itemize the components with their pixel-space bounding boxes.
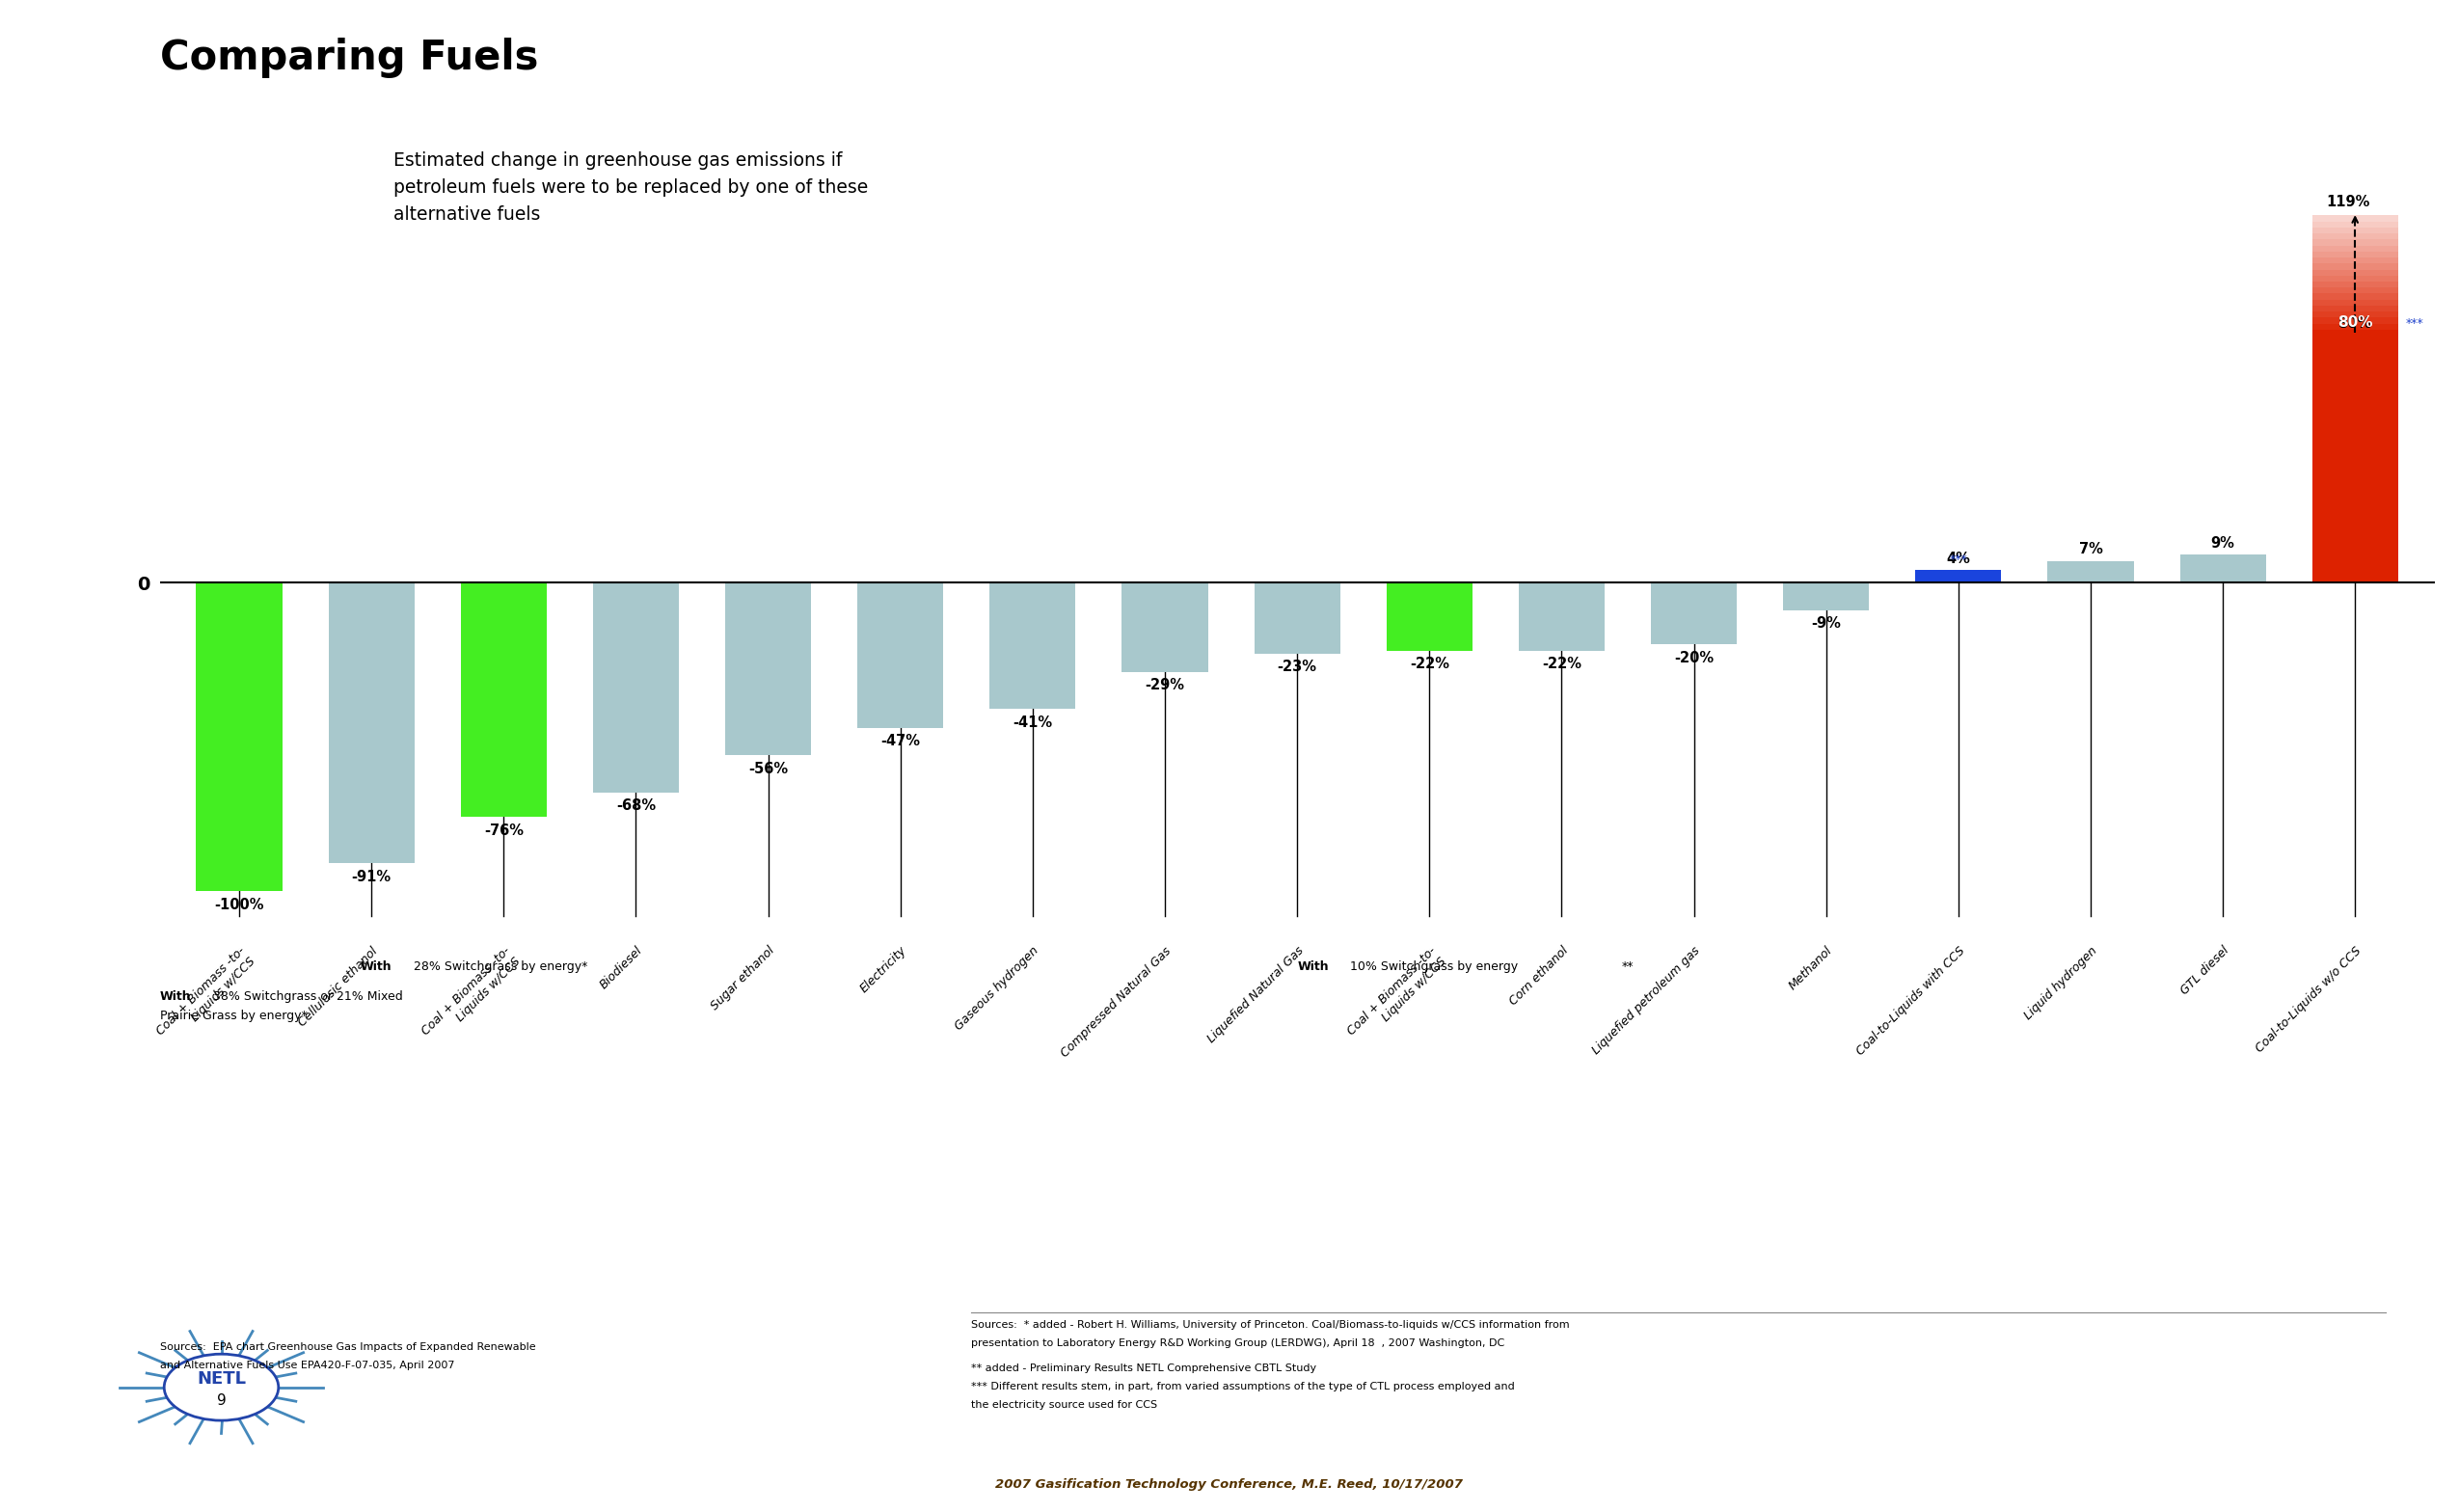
Bar [460,582,546,816]
Text: 80%: 80% [2339,316,2373,331]
Text: Coal + Biomass -to-
Liquids w/CCS: Coal + Biomass -to- Liquids w/CCS [155,945,258,1048]
Bar [2311,257,2398,263]
Text: Sugar ethanol: Sugar ethanol [708,945,777,1013]
Text: With: With [160,990,192,1002]
Text: 28% Switchgrass by energy*: 28% Switchgrass by energy* [411,960,588,972]
Text: Cellulosic ethanol: Cellulosic ethanol [295,945,381,1028]
Bar [725,582,811,756]
Bar [2311,311,2398,318]
Text: ** added - Preliminary Results NETL Comprehensive CBTL Study: ** added - Preliminary Results NETL Comp… [971,1364,1316,1373]
Bar [1650,582,1736,644]
Text: Coal + Biomass -to-
Liquids w/CCS: Coal + Biomass -to- Liquids w/CCS [1345,945,1448,1048]
Text: Prairie Grass by energy*: Prairie Grass by energy* [160,1010,307,1022]
Text: 7%: 7% [2078,541,2102,556]
Bar [2311,330,2398,336]
Text: **: ** [1623,960,1633,972]
Text: -100%: -100% [214,897,263,912]
Bar [2311,233,2398,239]
Bar [2311,263,2398,269]
Text: 9: 9 [216,1394,226,1408]
Text: -68%: -68% [617,798,657,813]
Text: 9%: 9% [2211,535,2235,550]
Text: -41%: -41% [1013,715,1052,730]
Circle shape [165,1355,278,1420]
Text: Comparing Fuels: Comparing Fuels [160,38,539,79]
Text: Electricity: Electricity [858,945,910,995]
Text: Coal + Biomass -to-
Liquids w/CCS: Coal + Biomass -to- Liquids w/CCS [418,945,524,1048]
Bar [197,582,283,891]
Text: 38% Switchgrass or 21% Mixed: 38% Switchgrass or 21% Mixed [209,990,403,1002]
Bar [2179,555,2265,582]
Text: Coal-to-Liquids w/o CCS: Coal-to-Liquids w/o CCS [2252,945,2363,1055]
Text: Liquefied Natural Gas: Liquefied Natural Gas [1205,945,1306,1045]
Bar [2311,287,2398,293]
Text: -20%: -20% [1675,650,1714,665]
Text: Liquid hydrogen: Liquid hydrogen [2021,945,2100,1022]
Text: Coal-to-Liquids with CCS: Coal-to-Liquids with CCS [1854,945,1967,1058]
Text: 10% Switchgrass by energy: 10% Switchgrass by energy [1348,960,1517,972]
Bar [2311,251,2398,257]
Bar [2311,324,2398,330]
Bar [2311,239,2398,245]
Text: -47%: -47% [880,733,920,748]
Bar [1121,582,1207,671]
Text: 2007 Gasification Technology Conference, M.E. Reed, 10/17/2007: 2007 Gasification Technology Conference,… [996,1479,1463,1491]
Bar [2311,299,2398,305]
Text: ***: *** [1950,553,1967,565]
Text: presentation to Laboratory Energy R&D Working Group (LERDWG), April 18  , 2007 W: presentation to Laboratory Energy R&D Wo… [971,1338,1505,1347]
Bar [330,582,416,863]
Bar [1387,582,1473,650]
Text: 4%: 4% [1948,552,1970,565]
Bar [858,582,944,727]
Text: -9%: -9% [1812,617,1842,631]
Bar [2311,293,2398,299]
Text: -91%: -91% [352,869,391,885]
Text: *** Different results stem, in part, from varied assumptions of the type of CTL : *** Different results stem, in part, fro… [971,1382,1515,1391]
Bar [2311,275,2398,281]
Bar [2311,269,2398,275]
Text: With: With [361,960,391,972]
Bar [989,582,1075,709]
Bar [2311,227,2398,233]
Text: ***: *** [2405,318,2425,330]
Text: -23%: -23% [1276,659,1318,674]
Bar [1916,570,2002,582]
Text: the electricity source used for CCS: the electricity source used for CCS [971,1400,1158,1409]
Text: GTL diesel: GTL diesel [2179,945,2233,998]
Bar [2311,305,2398,311]
Text: -22%: -22% [1542,656,1581,671]
Bar [1783,582,1869,611]
Bar [2311,221,2398,227]
Text: -29%: -29% [1146,679,1185,692]
Text: With: With [1298,960,1328,972]
Bar [2311,245,2398,251]
Text: Corn ethanol: Corn ethanol [1507,945,1571,1009]
Text: -56%: -56% [748,762,787,776]
Text: NETL: NETL [197,1370,246,1388]
Text: Gaseous hydrogen: Gaseous hydrogen [954,945,1043,1033]
Text: Biodiesel: Biodiesel [598,945,644,992]
Bar [2048,561,2134,582]
Text: Compressed Natural Gas: Compressed Natural Gas [1060,945,1173,1060]
Text: 119%: 119% [2326,195,2370,209]
Bar [1520,582,1606,650]
Bar [2311,336,2398,582]
Text: -76%: -76% [484,823,524,838]
Bar [593,582,679,792]
Text: 80%: 80% [2339,314,2373,330]
Bar [2311,215,2398,221]
Bar [2311,318,2398,324]
Bar [1254,582,1340,653]
Text: Sources:  * added - Robert H. Williams, University of Princeton. Coal/Biomass-to: Sources: * added - Robert H. Williams, U… [971,1320,1569,1329]
Text: Sources:  EPA chart Greenhouse Gas Impacts of Expanded Renewable: Sources: EPA chart Greenhouse Gas Impact… [160,1343,536,1352]
Text: Liquefied petroleum gas: Liquefied petroleum gas [1591,945,1702,1057]
Bar [2311,281,2398,287]
Text: -22%: -22% [1409,656,1448,671]
Text: and Alternative Fuels Use EPA420-F-07-035, April 2007: and Alternative Fuels Use EPA420-F-07-03… [160,1361,455,1370]
Text: Methanol: Methanol [1788,945,1834,993]
Text: Estimated change in greenhouse gas emissions if
petroleum fuels were to be repla: Estimated change in greenhouse gas emiss… [393,151,868,224]
